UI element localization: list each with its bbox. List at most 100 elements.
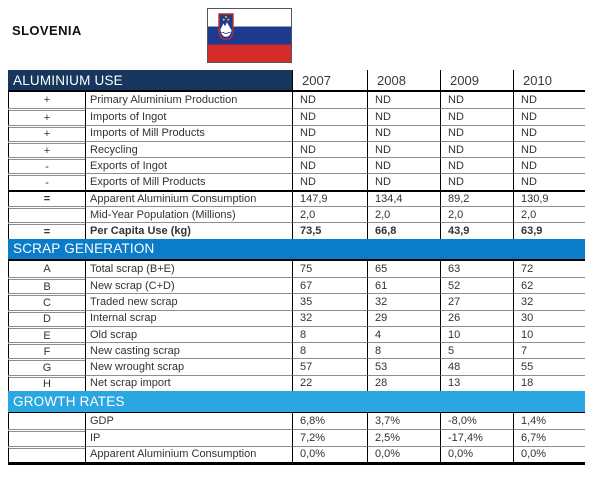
value-cell-2007: 0,0% [292, 445, 367, 462]
value-cell-2010: ND [513, 157, 585, 174]
table-row: = Apparent Aluminium Consumption 147,9 1… [8, 189, 585, 207]
table-row: + Recycling ND ND ND ND [8, 140, 585, 158]
value-cell-2008: 61 [367, 276, 440, 294]
value-cell-2008: 2,0 [367, 206, 440, 223]
value-cell-2010: 62 [513, 276, 585, 294]
value-cell-2010: 1,4% [513, 413, 585, 430]
value-cell-2010: 130,9 [513, 189, 585, 207]
table-row: - Exports of Ingot ND ND ND ND [8, 157, 585, 174]
year-header-2008: 2008 [367, 70, 440, 90]
value-cell-2008: 0,0% [367, 445, 440, 462]
row-label-cell: Apparent Aluminium Consumption [85, 189, 292, 207]
value-cell-2007: ND [292, 140, 367, 158]
value-cell-2009: 89,2 [440, 189, 513, 207]
value-cell-2009: -17,4% [440, 429, 513, 446]
value-cell-2007: 6,8% [292, 413, 367, 430]
table-row: Mid-Year Population (Millions) 2,0 2,0 2… [8, 206, 585, 223]
section-header-growth-rates: GROWTH RATES [8, 391, 585, 414]
table-row: F New casting scrap 8 8 5 7 [8, 342, 585, 359]
row-label-cell: Apparent Aluminium Consumption [85, 445, 292, 462]
value-cell-2007: 75 [292, 260, 367, 277]
value-cell-2007: 7,2% [292, 429, 367, 446]
value-cell-2007: 8 [292, 342, 367, 359]
value-cell-2008: 32 [367, 293, 440, 310]
table-row: C Traded new scrap 35 32 27 32 [8, 293, 585, 310]
row-sign-cell: - [8, 157, 85, 174]
value-cell-2008: 134,4 [367, 189, 440, 207]
row-sign-cell: H [8, 374, 85, 392]
table-row: IP 7,2% 2,5% -17,4% 6,7% [8, 429, 585, 446]
slovenia-flag-image [207, 8, 292, 63]
value-cell-2009: 0,0% [440, 445, 513, 462]
value-cell-2008: 65 [367, 260, 440, 277]
row-sign-cell [8, 206, 85, 223]
row-label-cell: Traded new scrap [85, 293, 292, 310]
table-row: - Exports of Mill Products ND ND ND ND [8, 173, 585, 190]
row-label-cell: Imports of Mill Products [85, 124, 292, 141]
row-sign-cell [8, 413, 85, 430]
value-cell-2007: ND [292, 157, 367, 174]
value-cell-2007: 35 [292, 293, 367, 310]
value-cell-2008: ND [367, 108, 440, 125]
value-cell-2010: 2,0 [513, 206, 585, 223]
growth-rates-rows: GDP 6,8% 3,7% -8,0% 1,4% IP 7,2% 2,5% -1… [8, 413, 585, 462]
value-cell-2010: ND [513, 124, 585, 141]
value-cell-2009: 10 [440, 325, 513, 343]
row-label-cell: IP [85, 429, 292, 446]
value-cell-2007: 73,5 [292, 222, 367, 239]
table-row: Apparent Aluminium Consumption 0,0% 0,0%… [8, 445, 585, 462]
section-header-scrap-generation: SCRAP GENERATION [8, 238, 585, 261]
value-cell-2009: 2,0 [440, 206, 513, 223]
row-label-cell: Total scrap (B+E) [85, 260, 292, 277]
table-row: + Imports of Mill Products ND ND ND ND [8, 124, 585, 141]
row-label-cell: Mid-Year Population (Millions) [85, 206, 292, 223]
value-cell-2008: ND [367, 140, 440, 158]
value-cell-2009: -8,0% [440, 413, 513, 430]
value-cell-2010: 32 [513, 293, 585, 310]
value-cell-2009: 63 [440, 260, 513, 277]
row-label-cell: Recycling [85, 140, 292, 158]
row-sign-cell: + [8, 108, 85, 125]
row-label-cell: Primary Aluminium Production [85, 92, 292, 109]
value-cell-2008: 66,8 [367, 222, 440, 239]
row-sign-cell: B [8, 276, 85, 294]
value-cell-2010: 30 [513, 309, 585, 326]
value-cell-2009: 27 [440, 293, 513, 310]
row-sign-cell: = [8, 222, 85, 239]
value-cell-2007: 67 [292, 276, 367, 294]
row-label-cell: Per Capita Use (kg) [85, 222, 292, 239]
table-row: E Old scrap 8 4 10 10 [8, 325, 585, 343]
row-label-cell: New wrought scrap [85, 358, 292, 375]
value-cell-2007: ND [292, 108, 367, 125]
table-row: = Per Capita Use (kg) 73,5 66,8 43,9 63,… [8, 222, 585, 239]
value-cell-2008: ND [367, 173, 440, 190]
table-row: D Internal scrap 32 29 26 30 [8, 309, 585, 326]
value-cell-2008: 8 [367, 342, 440, 359]
row-label-cell: Exports of Ingot [85, 157, 292, 174]
value-cell-2009: ND [440, 173, 513, 190]
row-label-cell: Old scrap [85, 325, 292, 343]
value-cell-2010: ND [513, 173, 585, 190]
value-cell-2009: 48 [440, 358, 513, 375]
row-sign-cell: D [8, 309, 85, 326]
row-sign-cell: + [8, 140, 85, 158]
page-title: SLOVENIA [12, 23, 82, 38]
value-cell-2009: 52 [440, 276, 513, 294]
table-row: B New scrap (C+D) 67 61 52 62 [8, 276, 585, 294]
value-cell-2009: ND [440, 92, 513, 109]
value-cell-2010: 63,9 [513, 222, 585, 239]
table-row: G New wrought scrap 57 53 48 55 [8, 358, 585, 375]
row-label-cell: Net scrap import [85, 374, 292, 392]
year-header-2010: 2010 [513, 70, 585, 90]
value-cell-2007: 2,0 [292, 206, 367, 223]
row-sign-cell: + [8, 92, 85, 109]
value-cell-2010: 72 [513, 260, 585, 277]
row-sign-cell [8, 445, 85, 462]
value-cell-2009: 26 [440, 309, 513, 326]
value-cell-2009: 13 [440, 374, 513, 392]
row-label-cell: New casting scrap [85, 342, 292, 359]
value-cell-2008: 3,7% [367, 413, 440, 430]
row-label-cell: Exports of Mill Products [85, 173, 292, 190]
value-cell-2010: 6,7% [513, 429, 585, 446]
